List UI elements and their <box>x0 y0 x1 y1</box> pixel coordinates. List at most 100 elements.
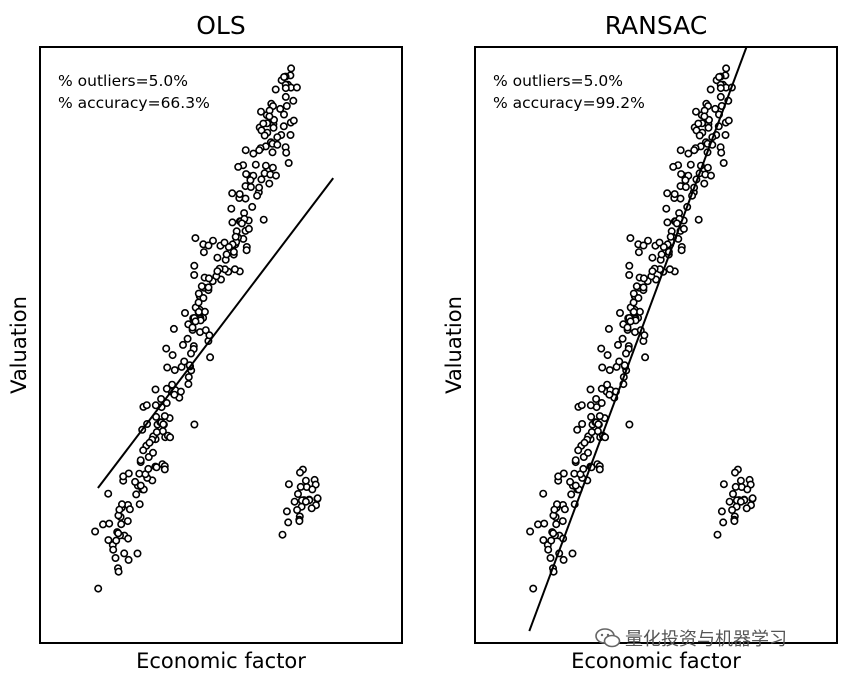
data-point <box>308 485 317 494</box>
data-point <box>286 131 295 140</box>
ols-points <box>91 64 322 593</box>
data-point <box>641 353 650 362</box>
data-point <box>613 340 622 349</box>
data-point <box>676 146 685 155</box>
data-point <box>558 517 567 526</box>
data-point <box>282 148 291 157</box>
data-point <box>152 428 161 437</box>
data-point <box>241 146 250 155</box>
data-point <box>114 529 123 538</box>
data-point <box>677 246 686 255</box>
data-point <box>242 246 251 255</box>
data-point <box>180 357 189 366</box>
ols-outliers-annotation: % outliers=5.0% <box>58 72 188 90</box>
data-point <box>199 293 208 302</box>
data-point <box>166 433 175 442</box>
data-point <box>625 261 634 270</box>
data-point <box>228 218 237 227</box>
data-point <box>271 85 280 94</box>
data-point <box>191 234 200 243</box>
data-point <box>152 463 161 472</box>
data-point <box>587 428 596 437</box>
data-point <box>579 464 588 473</box>
data-point <box>194 298 203 307</box>
data-point <box>169 324 178 333</box>
data-point <box>179 340 188 349</box>
data-point <box>604 324 613 333</box>
data-point <box>716 84 725 93</box>
data-point <box>533 520 542 529</box>
ols-x-axis-label: Economic factor <box>136 649 306 673</box>
data-point <box>131 477 140 486</box>
data-point <box>725 497 734 506</box>
data-point <box>142 401 151 410</box>
data-point <box>719 159 728 168</box>
data-point <box>684 149 693 158</box>
data-point <box>228 189 237 198</box>
ols-title: OLS <box>196 11 245 40</box>
data-point <box>213 253 222 262</box>
data-point <box>655 238 664 247</box>
data-point <box>213 267 222 276</box>
data-point <box>544 545 553 554</box>
data-point <box>94 584 103 593</box>
data-point <box>571 456 580 465</box>
data-point <box>293 489 302 498</box>
data-point <box>231 232 240 241</box>
data-point <box>124 534 133 543</box>
data-point <box>292 83 301 92</box>
data-point <box>724 116 733 125</box>
data-point <box>605 390 614 399</box>
ols-axes-frame <box>39 46 403 644</box>
data-point <box>229 247 238 256</box>
data-point <box>669 162 678 171</box>
data-point <box>209 236 218 245</box>
data-point <box>549 529 558 538</box>
data-point <box>246 176 255 185</box>
data-point <box>284 480 293 489</box>
data-point <box>577 401 586 410</box>
data-point <box>170 390 179 399</box>
data-point <box>719 480 728 489</box>
data-point <box>259 119 268 128</box>
data-point <box>594 420 603 429</box>
data-point <box>237 219 246 228</box>
data-point <box>307 504 316 513</box>
data-point <box>626 234 635 243</box>
data-point <box>281 92 290 101</box>
data-point <box>567 490 576 499</box>
data-point <box>632 282 641 291</box>
data-point <box>639 274 648 283</box>
data-point <box>135 500 144 509</box>
data-point <box>187 349 196 358</box>
data-point <box>181 308 190 317</box>
data-point <box>681 183 690 192</box>
data-point <box>279 122 288 131</box>
data-point <box>736 476 745 485</box>
data-point <box>249 149 258 158</box>
data-point <box>244 224 253 233</box>
data-point <box>742 504 751 513</box>
data-point <box>694 215 703 224</box>
data-point <box>259 215 268 224</box>
data-point <box>295 517 304 526</box>
data-point <box>273 140 282 149</box>
data-point <box>629 307 638 316</box>
data-point <box>136 481 145 490</box>
ransac-axes-frame <box>474 46 838 644</box>
data-point <box>149 448 158 457</box>
data-point <box>730 517 739 526</box>
data-point <box>222 250 231 259</box>
ols-accuracy-annotation: % accuracy=66.3% <box>58 94 210 112</box>
data-point <box>677 170 686 179</box>
data-point <box>586 401 595 410</box>
data-point <box>279 110 288 119</box>
data-point <box>526 527 535 536</box>
data-point <box>261 161 270 170</box>
data-point <box>560 505 569 514</box>
data-point <box>643 236 652 245</box>
data-point <box>700 112 709 121</box>
data-point <box>265 112 274 121</box>
data-point <box>595 412 604 421</box>
data-point <box>539 489 548 498</box>
